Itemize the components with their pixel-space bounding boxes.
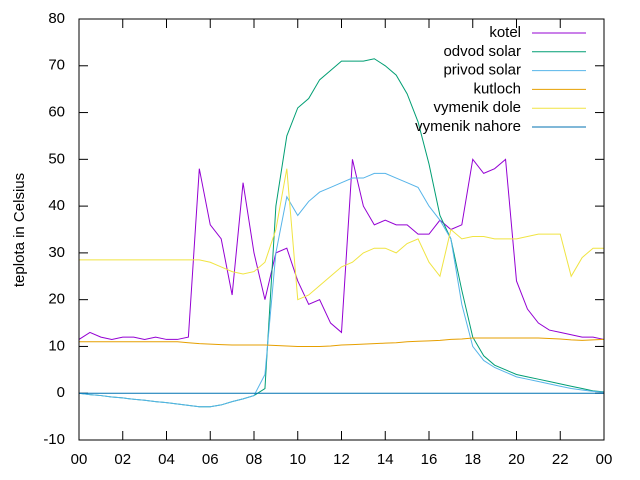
plot-border <box>78 18 605 441</box>
x-tick-label: 08 <box>246 451 263 468</box>
x-tick-label: 10 <box>289 451 306 468</box>
y-axis-label: teplota in Celsius <box>11 173 28 287</box>
x-tick-label: 16 <box>421 451 438 468</box>
y-tick-label: 0 <box>57 384 65 401</box>
x-tick-label: 14 <box>377 451 394 468</box>
series-line <box>79 337 605 347</box>
x-tick-label: 12 <box>333 451 350 468</box>
x-tick-label: 02 <box>114 451 131 468</box>
x-tick-label: 22 <box>552 451 569 468</box>
x-tick-label: 18 <box>464 451 481 468</box>
legend-label: kotel <box>489 24 521 41</box>
y-tick-label: 50 <box>48 150 65 167</box>
x-tick-label: 06 <box>202 451 219 468</box>
y-tick-label: 80 <box>48 10 65 27</box>
x-tick-label: 04 <box>158 451 175 468</box>
y-tick-label: 60 <box>48 104 65 121</box>
x-tick-label: 20 <box>508 451 525 468</box>
series-line <box>78 58 605 408</box>
y-tick-label: 10 <box>48 337 65 354</box>
legend-label: kutloch <box>473 80 521 97</box>
legend-label: odvod solar <box>443 43 521 60</box>
legend-label: vymenik dole <box>433 99 521 116</box>
series-line <box>78 172 605 408</box>
legend-label: privod solar <box>443 62 521 79</box>
x-tick-label: 00 <box>71 451 88 468</box>
y-tick-label: 30 <box>48 244 65 261</box>
y-tick-label: 20 <box>48 291 65 308</box>
x-tick-label: 00 <box>596 451 613 468</box>
legend-label: vymenik nahore <box>415 118 521 135</box>
y-tick-label: 70 <box>48 57 65 74</box>
y-tick-label: 40 <box>48 197 65 214</box>
series-line <box>79 168 604 301</box>
series-line <box>78 158 605 340</box>
y-tick-label: -10 <box>43 431 65 448</box>
